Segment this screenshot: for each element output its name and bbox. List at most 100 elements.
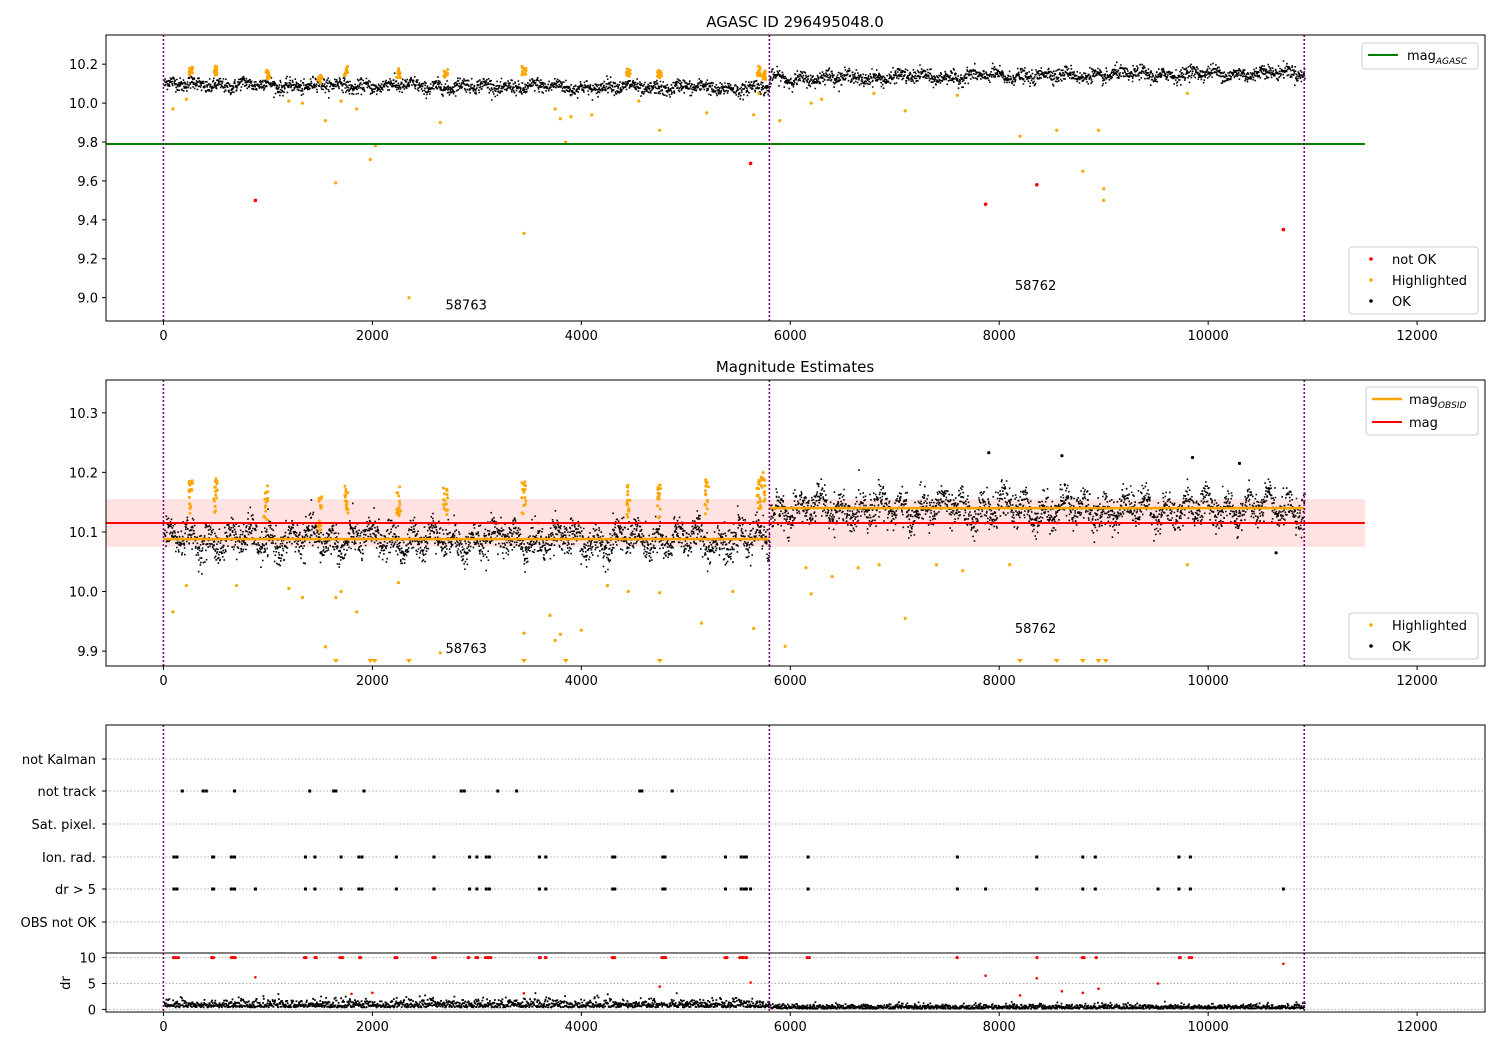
y-tick-label: 10.0 xyxy=(69,97,98,112)
y-tick-label: 9.9 xyxy=(77,645,98,660)
dr-clipped-point xyxy=(341,956,345,960)
highlighted-point xyxy=(342,73,346,77)
dr-clipped-point xyxy=(538,956,541,960)
highlighted-point xyxy=(548,613,552,618)
highlighted-point xyxy=(1081,169,1085,173)
highlighted-point xyxy=(395,76,399,79)
highlighted-point xyxy=(287,99,291,103)
flag-mark xyxy=(357,855,361,859)
highlighted-point xyxy=(656,75,660,78)
flag-mark xyxy=(613,855,617,859)
flag-mark xyxy=(394,855,398,859)
dr-tick-label: 10 xyxy=(79,952,96,967)
highlighted-point xyxy=(264,509,268,513)
x-tick-label: 12000 xyxy=(1396,329,1437,344)
highlighted-point xyxy=(397,494,401,498)
highlighted-point xyxy=(215,73,219,76)
highlighted-offscale-marker xyxy=(1053,659,1060,663)
flag-mark xyxy=(1093,887,1097,891)
dr-axis-label: dr xyxy=(59,976,74,990)
highlighted-point xyxy=(443,499,447,503)
highlighted-point xyxy=(345,502,348,506)
y-tick-label: 10.2 xyxy=(69,58,98,73)
highlighted-point xyxy=(188,502,192,506)
highlighted-point xyxy=(704,492,708,496)
dr-not-ok-point xyxy=(350,992,353,996)
flag-mark xyxy=(175,887,179,891)
flag-row-label: Ion. rad. xyxy=(42,851,96,866)
ok-point xyxy=(1274,551,1278,555)
highlighted-point xyxy=(263,504,267,508)
flag-mark xyxy=(1188,887,1192,891)
highlighted-point xyxy=(763,490,767,494)
flag-mark xyxy=(229,887,233,891)
highlighted-point xyxy=(820,97,824,101)
highlighted-point xyxy=(658,515,662,519)
flag-mark xyxy=(180,789,184,793)
highlighted-point xyxy=(1185,563,1189,567)
highlighted-point xyxy=(658,591,662,595)
highlighted-point xyxy=(804,566,808,570)
highlighted-point xyxy=(317,499,321,503)
flag-mark xyxy=(468,855,472,859)
dr-tick-label: 0 xyxy=(88,1003,96,1018)
legend-agasc-label: mag xyxy=(1407,49,1436,64)
highlighted-point xyxy=(444,508,448,512)
highlighted-point xyxy=(444,502,448,506)
highlighted-point xyxy=(756,501,760,504)
flag-mark xyxy=(1093,855,1097,859)
flag-mark xyxy=(475,887,479,891)
flag-mark xyxy=(204,789,208,793)
panel2-axes: 0 2000 4000 6000 8000 10000 12000 9.9 10.0 10.1 10… xyxy=(69,407,1438,689)
highlighted-point xyxy=(266,490,270,494)
flag-mark xyxy=(984,887,988,891)
flag-mark xyxy=(394,887,398,891)
highlighted-point xyxy=(934,563,939,567)
dr-clipped-point xyxy=(487,956,491,960)
highlighted-point xyxy=(343,499,347,503)
highlighted-offscale-marker xyxy=(520,659,527,663)
flag-mark xyxy=(462,789,466,793)
highlighted-point xyxy=(345,507,349,511)
flag-mark xyxy=(1081,855,1085,859)
highlighted-point xyxy=(396,491,400,495)
highlighted-point xyxy=(265,518,269,522)
highlighted-point xyxy=(579,628,583,632)
highlighted-point xyxy=(443,492,446,496)
flag-mark xyxy=(544,887,548,891)
highlighted-point xyxy=(763,493,767,497)
highlighted-point xyxy=(856,566,860,570)
x-tick-label: 8000 xyxy=(983,674,1016,689)
dr-clipped-point xyxy=(1178,956,1182,960)
highlighted-point xyxy=(522,71,526,75)
legend-notok-label: not OK xyxy=(1392,253,1437,268)
highlighted-point xyxy=(809,101,813,105)
highlighted-point xyxy=(215,480,219,483)
flag-mark xyxy=(360,887,364,891)
x-tick-label: 4000 xyxy=(565,329,598,344)
highlighted-point xyxy=(626,589,630,594)
highlighted-point xyxy=(334,181,338,185)
dr-clipped-point xyxy=(805,956,809,960)
highlighted-point xyxy=(705,507,709,511)
highlighted-point xyxy=(659,71,663,75)
x-tick-label: 4000 xyxy=(565,674,598,689)
highlighted-point xyxy=(522,631,526,635)
x-tick-label: 12000 xyxy=(1396,1020,1437,1035)
highlighted-point xyxy=(235,584,239,588)
highlighted-point xyxy=(1096,128,1101,132)
flag-mark xyxy=(172,855,176,859)
highlighted-point xyxy=(706,500,710,504)
highlighted-point xyxy=(756,74,760,78)
obsid-label: 58762 xyxy=(1015,622,1056,637)
highlighted-point xyxy=(317,496,321,500)
highlighted-point xyxy=(323,119,327,123)
highlighted-point xyxy=(300,101,304,105)
dr-clipped-point xyxy=(359,956,363,960)
dr-clipped-point xyxy=(1094,956,1098,960)
flag-mark xyxy=(724,855,727,859)
flag-mark xyxy=(496,789,500,793)
highlighted-point xyxy=(1102,187,1106,191)
dr-clipped-point xyxy=(489,956,493,960)
highlighted-point xyxy=(553,638,557,643)
